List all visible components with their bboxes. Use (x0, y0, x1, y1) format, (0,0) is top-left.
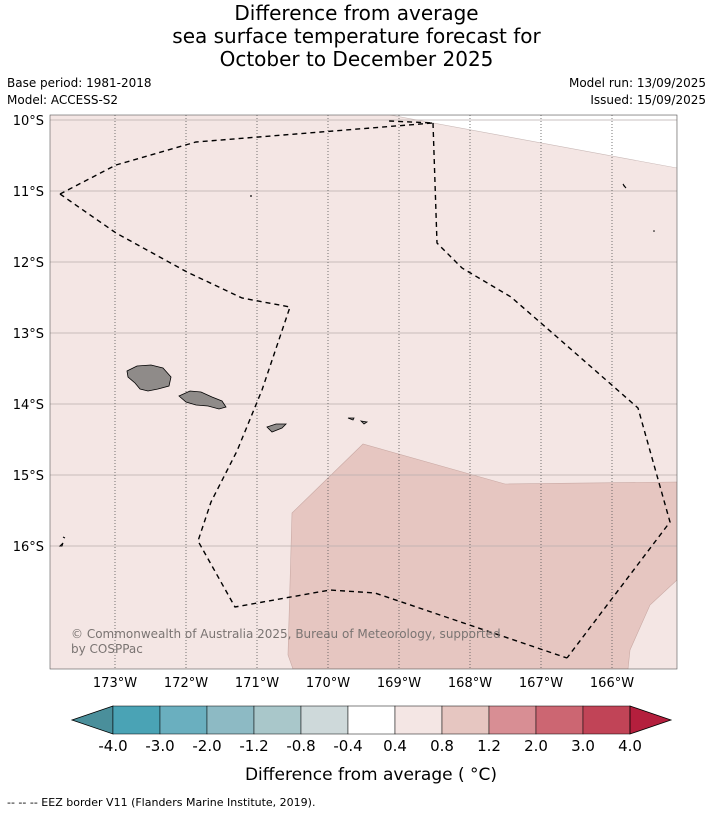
eez-border-line (432, 122, 671, 659)
anomaly-below-0-4-region (389, 115, 677, 169)
longitude-label: 170°W (306, 676, 350, 691)
colorbar-tick-label: -3.0 (145, 737, 174, 755)
latitude-label: 14°S (13, 398, 44, 413)
colorbar-tick-label: 3.0 (571, 737, 595, 755)
colorbar-bin (159, 705, 208, 735)
issued-date: Issued: 15/09/2025 (590, 93, 706, 107)
upolu-island (178, 390, 227, 410)
colorbar-tick-label: 4.0 (618, 737, 642, 755)
latitude-label: 15°S (13, 469, 44, 484)
meta-right: Model run: 13/09/2025 Issued: 15/09/2025 (569, 75, 706, 109)
swains-island (622, 183, 627, 189)
eez-borders (59, 120, 671, 659)
eez-border-line (59, 120, 434, 195)
title-line-2: sea surface temperature forecast for (172, 24, 541, 48)
colorbar-bin (206, 705, 255, 735)
longitude-label: 171°W (235, 676, 279, 691)
small-islet (58, 536, 66, 547)
ofu-island (347, 417, 355, 421)
small-islet (653, 230, 655, 232)
longitude-label: 166°W (590, 676, 634, 691)
latitude-labels: 10°S 11°S 12°S 13°S 14°S 15°S 16°S (13, 114, 44, 555)
islands (58, 183, 655, 547)
base-period: Base period: 1981-2018 (7, 76, 152, 90)
colorbar-bin (253, 705, 302, 735)
longitude-label: 167°W (519, 676, 563, 691)
colorbar-bin (394, 705, 443, 735)
gridlines (50, 115, 677, 669)
colorbar-bin (347, 705, 396, 735)
colorbar-bin (112, 705, 161, 735)
colorbar-bin (488, 705, 537, 735)
colorbar-tick-label: 2.0 (524, 737, 548, 755)
colorbar-bin (300, 705, 349, 735)
longitude-labels: 173°W 172°W 171°W 170°W 169°W 168°W 167°W 166°W (93, 676, 634, 691)
map-panel (50, 115, 677, 669)
map-title: Difference from average sea surface temp… (0, 2, 713, 71)
tutuila-island (266, 423, 287, 433)
copyright-line-1: © Commonwealth of Australia 2025, Bureau… (71, 627, 501, 641)
colorbar-bin (582, 705, 631, 735)
latitude-label: 10°S (13, 114, 44, 129)
latitude-label: 13°S (13, 327, 44, 342)
colorbar-tick-label: -2.0 (192, 737, 221, 755)
map-frame (49, 114, 678, 670)
model-name: Model: ACCESS-S2 (7, 93, 119, 107)
colorbar-bin (441, 705, 490, 735)
title-line-1: Difference from average (234, 1, 479, 25)
longitude-label: 168°W (448, 676, 492, 691)
colorbar-extend-low (70, 705, 114, 735)
colorbar-tick-label: -1.2 (239, 737, 268, 755)
eez-border-legend: -- -- -- EEZ border V11 (Flanders Marine… (7, 796, 316, 809)
latitude-label: 16°S (13, 540, 44, 555)
colorbar-label: Difference from average ( °C) (245, 765, 497, 785)
colorbar-tick-label: 0.8 (430, 737, 454, 755)
latitude-label: 12°S (13, 256, 44, 271)
anomaly-0-8-1-2-region (287, 443, 677, 669)
colorbar-tick-label: -0.4 (333, 737, 362, 755)
copyright-line-2: by COSPPac (71, 642, 143, 656)
tau-island (359, 420, 369, 425)
colorbar-extend-high (629, 705, 673, 735)
longitude-label: 169°W (377, 676, 421, 691)
longitude-label: 173°W (93, 676, 137, 691)
model-run: Model run: 13/09/2025 (568, 76, 706, 90)
savaii-island (126, 364, 172, 392)
colorbar-bin (535, 705, 584, 735)
colorbar-tick-label: 1.2 (477, 737, 501, 755)
colorbar-tick-label: -4.0 (98, 737, 127, 755)
meta-left: Base period: 1981-2018 Model: ACCESS-S2 (7, 75, 152, 109)
small-islet (250, 195, 252, 197)
title-line-3: October to December 2025 (219, 47, 494, 71)
latitude-label: 11°S (13, 185, 44, 200)
longitude-label: 172°W (164, 676, 208, 691)
colorbar-tick-label: -0.8 (286, 737, 315, 755)
colorbar: -4.0 -3.0 -2.0 -1.2 -0.8 -0.4 0.4 0.8 1.2 2.0 3.0 4… (70, 705, 673, 755)
colorbar-tick-label: 0.4 (383, 737, 407, 755)
